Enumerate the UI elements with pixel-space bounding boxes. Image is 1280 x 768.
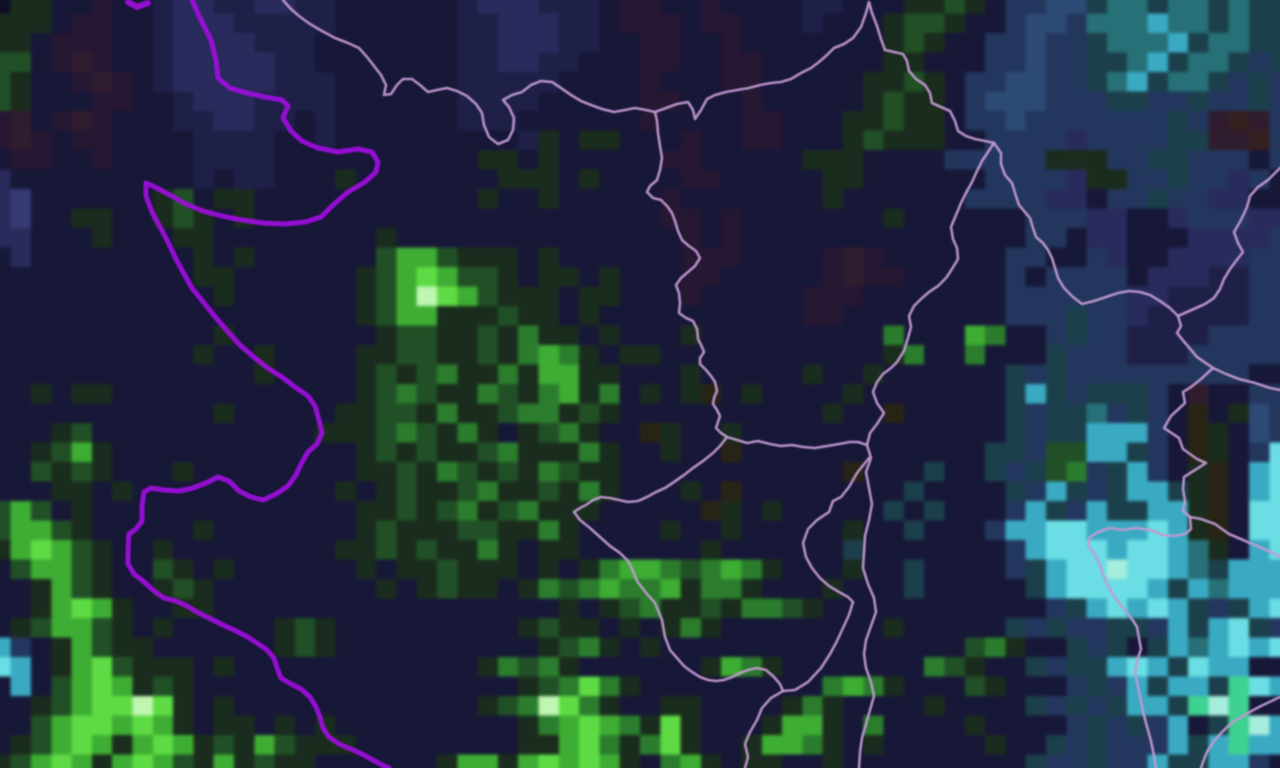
border-thin-south-loop (572, 435, 785, 693)
border-lines-group (125, 0, 1280, 768)
border-thin-right-branch-east (1175, 314, 1280, 392)
border-thin-center-vertical (645, 110, 729, 439)
border-thin-right-west-run (1086, 515, 1193, 768)
border-thick-stub (125, 0, 151, 10)
border-thin-east-descend (857, 443, 878, 768)
border-thick-main (125, 0, 392, 768)
border-thin-top (281, 0, 996, 146)
border-thin-bottomright-arc (1199, 695, 1280, 768)
border-thin-right-upper (1176, 166, 1280, 318)
border-thin-center-east-run (725, 435, 869, 450)
border-thin-right-descend (1162, 366, 1215, 519)
border-thin-fork-southwest (865, 141, 996, 447)
border-thin-right-exit-southeast (1188, 515, 1280, 559)
border-thin-south-central (743, 456, 871, 768)
border-thin-right-connector (992, 141, 1180, 318)
